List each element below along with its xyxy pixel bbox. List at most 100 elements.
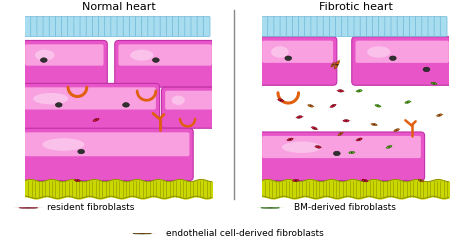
Polygon shape: [365, 180, 370, 182]
Polygon shape: [334, 61, 339, 69]
FancyBboxPatch shape: [160, 16, 167, 36]
Polygon shape: [434, 83, 438, 84]
Polygon shape: [356, 138, 362, 141]
FancyBboxPatch shape: [18, 128, 193, 181]
FancyBboxPatch shape: [258, 132, 425, 181]
FancyBboxPatch shape: [329, 16, 336, 36]
Ellipse shape: [340, 133, 341, 134]
Polygon shape: [386, 145, 392, 148]
Polygon shape: [133, 233, 152, 234]
Polygon shape: [429, 83, 434, 84]
FancyBboxPatch shape: [173, 16, 179, 36]
Polygon shape: [328, 106, 333, 108]
Polygon shape: [91, 120, 96, 122]
Ellipse shape: [314, 128, 315, 129]
Polygon shape: [349, 151, 355, 154]
Ellipse shape: [332, 64, 334, 65]
Polygon shape: [337, 90, 344, 92]
FancyBboxPatch shape: [165, 91, 218, 110]
Ellipse shape: [123, 103, 129, 107]
Ellipse shape: [280, 100, 282, 101]
Ellipse shape: [377, 105, 379, 106]
Polygon shape: [360, 179, 365, 181]
FancyBboxPatch shape: [422, 16, 428, 36]
FancyBboxPatch shape: [342, 16, 348, 36]
Polygon shape: [73, 180, 77, 181]
FancyBboxPatch shape: [37, 16, 44, 36]
Ellipse shape: [55, 103, 62, 107]
Polygon shape: [397, 128, 401, 130]
FancyBboxPatch shape: [49, 16, 56, 36]
Polygon shape: [356, 90, 362, 92]
FancyBboxPatch shape: [373, 16, 379, 36]
FancyBboxPatch shape: [317, 16, 324, 36]
FancyBboxPatch shape: [352, 37, 453, 85]
Polygon shape: [261, 207, 279, 208]
Polygon shape: [370, 124, 374, 125]
Polygon shape: [297, 116, 302, 118]
Ellipse shape: [40, 58, 47, 62]
FancyBboxPatch shape: [203, 16, 210, 36]
FancyBboxPatch shape: [117, 16, 124, 36]
FancyBboxPatch shape: [336, 16, 342, 36]
FancyBboxPatch shape: [62, 16, 68, 36]
Polygon shape: [389, 145, 393, 147]
Ellipse shape: [289, 139, 291, 140]
Ellipse shape: [299, 117, 301, 118]
Polygon shape: [295, 117, 300, 118]
FancyBboxPatch shape: [25, 44, 103, 66]
Polygon shape: [315, 146, 321, 148]
Polygon shape: [331, 62, 335, 67]
Polygon shape: [359, 138, 364, 139]
FancyBboxPatch shape: [262, 16, 268, 36]
Ellipse shape: [77, 180, 78, 181]
FancyBboxPatch shape: [262, 136, 421, 158]
Ellipse shape: [33, 93, 68, 104]
Ellipse shape: [282, 141, 322, 153]
Ellipse shape: [95, 119, 97, 120]
FancyBboxPatch shape: [305, 16, 311, 36]
Ellipse shape: [423, 67, 430, 72]
Ellipse shape: [358, 90, 360, 91]
Ellipse shape: [336, 64, 338, 65]
FancyBboxPatch shape: [385, 16, 392, 36]
FancyBboxPatch shape: [286, 16, 293, 36]
Polygon shape: [276, 99, 281, 100]
Polygon shape: [394, 129, 399, 131]
FancyBboxPatch shape: [12, 83, 160, 132]
Polygon shape: [19, 207, 37, 208]
Polygon shape: [310, 126, 314, 128]
Polygon shape: [437, 114, 442, 117]
FancyBboxPatch shape: [292, 16, 299, 36]
Polygon shape: [333, 104, 337, 106]
FancyBboxPatch shape: [197, 16, 204, 36]
FancyBboxPatch shape: [92, 16, 99, 36]
Ellipse shape: [172, 96, 185, 105]
Polygon shape: [439, 114, 444, 115]
Ellipse shape: [271, 46, 289, 58]
FancyBboxPatch shape: [274, 16, 281, 36]
Text: resident fibroblasts: resident fibroblasts: [47, 203, 135, 212]
Ellipse shape: [439, 115, 440, 116]
Ellipse shape: [390, 56, 396, 61]
FancyBboxPatch shape: [379, 16, 385, 36]
Polygon shape: [362, 179, 368, 182]
Polygon shape: [293, 179, 299, 182]
Ellipse shape: [420, 180, 422, 181]
FancyBboxPatch shape: [74, 16, 81, 36]
Polygon shape: [418, 179, 424, 182]
Ellipse shape: [364, 180, 365, 181]
Ellipse shape: [130, 50, 154, 61]
Polygon shape: [330, 65, 333, 68]
FancyBboxPatch shape: [258, 37, 337, 85]
Ellipse shape: [310, 105, 311, 106]
Polygon shape: [337, 58, 340, 65]
FancyBboxPatch shape: [166, 16, 173, 36]
Text: BM-derived fibroblasts: BM-derived fibroblasts: [294, 203, 396, 212]
FancyBboxPatch shape: [191, 16, 198, 36]
FancyBboxPatch shape: [360, 16, 367, 36]
Ellipse shape: [285, 56, 292, 61]
Polygon shape: [375, 105, 381, 107]
Polygon shape: [355, 139, 359, 141]
Ellipse shape: [332, 105, 334, 106]
